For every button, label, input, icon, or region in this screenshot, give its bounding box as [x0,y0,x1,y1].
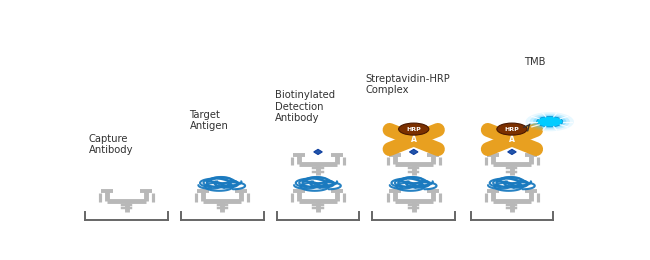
Text: TMB: TMB [525,57,546,67]
Circle shape [398,123,429,135]
Text: Capture
Antibody: Capture Antibody [89,134,133,155]
Text: HRP: HRP [406,127,421,132]
Text: HRP: HRP [504,127,519,132]
Circle shape [497,123,527,135]
Text: A: A [509,135,515,144]
Text: Biotinylated
Detection
Antibody: Biotinylated Detection Antibody [275,90,335,123]
Polygon shape [508,149,516,154]
Polygon shape [410,149,418,154]
Polygon shape [314,149,322,154]
Text: A: A [411,135,417,144]
Circle shape [533,115,566,128]
Circle shape [537,116,563,127]
Circle shape [530,114,570,130]
Circle shape [526,112,574,131]
Text: Target
Antigen: Target Antigen [190,110,228,131]
Text: Streptavidin-HRP
Complex: Streptavidin-HRP Complex [366,74,450,95]
